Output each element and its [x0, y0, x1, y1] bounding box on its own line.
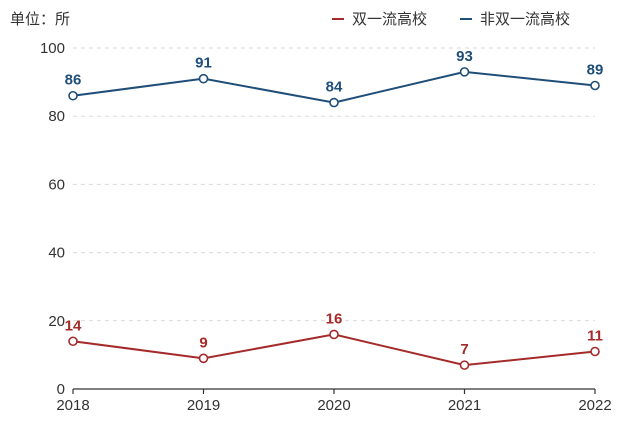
data-label: 84: [326, 79, 343, 96]
data-label: 93: [456, 48, 473, 65]
unit-label: 单位：所: [10, 10, 70, 28]
data-point: [329, 329, 339, 340]
data-point: [459, 360, 470, 370]
data-label: 9: [199, 334, 207, 351]
x-tick-label: 2018: [56, 397, 89, 414]
legend-label-1: 非双一流高校: [480, 10, 570, 28]
axes: 0 20 40 60 80 100 2018 2019 2020 2021 2022: [40, 40, 612, 414]
data-label: 11: [587, 327, 603, 344]
data-label: 14: [65, 317, 82, 334]
data-point: [198, 353, 209, 364]
x-tick-label: 2021: [448, 397, 481, 414]
legend: 双一流高校 非双一流高校: [332, 10, 570, 28]
x-tick-label: 2019: [187, 397, 220, 414]
data-label: 16: [326, 310, 343, 327]
data-label: 86: [65, 72, 82, 89]
data-point: [198, 73, 209, 84]
y-tick-label: 60: [48, 176, 65, 193]
x-tick-label: 2020: [317, 397, 350, 414]
data-point: [459, 67, 470, 77]
data-point: [329, 97, 339, 108]
data-labels: 14 9 16 7 11 86 91 84 93 89: [65, 48, 604, 358]
y-tick-label: 100: [40, 40, 65, 57]
data-label: 7: [460, 341, 468, 358]
data-point: [68, 90, 78, 101]
data-point: [590, 346, 600, 357]
y-tick-label: 20: [48, 313, 65, 330]
data-point: [590, 80, 600, 91]
data-label: 91: [195, 55, 212, 72]
y-tick-label: 40: [48, 245, 65, 262]
data-label: 89: [587, 62, 604, 79]
gridlines: [73, 47, 595, 322]
y-tick-label: 0: [57, 381, 65, 398]
y-tick-label: 80: [48, 108, 65, 125]
series-lines: [68, 67, 600, 370]
legend-label-0: 双一流高校: [352, 10, 427, 28]
data-point: [68, 336, 78, 347]
x-tick-label: 2022: [578, 397, 611, 414]
